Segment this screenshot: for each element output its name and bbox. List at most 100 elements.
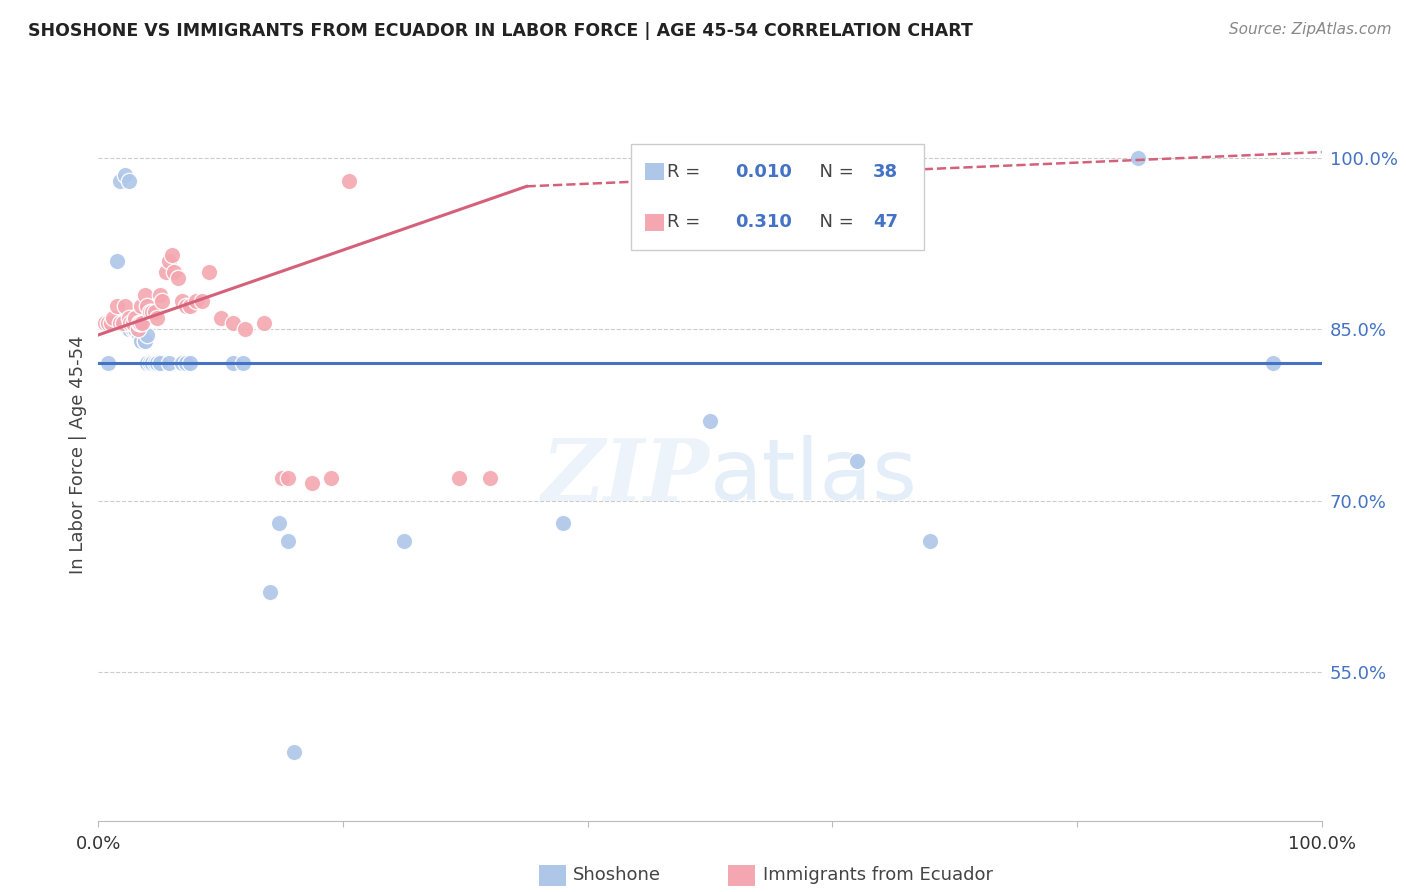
Text: 0.310: 0.310 bbox=[735, 213, 792, 231]
Point bbox=[283, 745, 305, 759]
Point bbox=[150, 293, 173, 308]
Bar bbox=[645, 163, 664, 180]
Point bbox=[337, 174, 360, 188]
Point bbox=[141, 305, 163, 319]
Point bbox=[136, 299, 159, 313]
Point bbox=[124, 310, 146, 325]
Point bbox=[176, 299, 198, 313]
Point bbox=[114, 299, 136, 313]
Text: Source: ZipAtlas.com: Source: ZipAtlas.com bbox=[1229, 22, 1392, 37]
Point bbox=[129, 334, 152, 348]
Bar bbox=[645, 214, 664, 231]
Text: R =: R = bbox=[668, 213, 706, 231]
Point bbox=[259, 585, 281, 599]
Point bbox=[179, 356, 201, 371]
Point bbox=[222, 317, 245, 331]
Point bbox=[146, 310, 169, 325]
Point bbox=[553, 516, 575, 531]
Point bbox=[392, 533, 416, 548]
Point bbox=[121, 322, 143, 336]
Text: ZIP: ZIP bbox=[543, 435, 710, 518]
Point bbox=[252, 317, 274, 331]
Point bbox=[269, 516, 291, 531]
Point bbox=[179, 299, 201, 313]
Point bbox=[157, 356, 180, 371]
Text: Immigrants from Ecuador: Immigrants from Ecuador bbox=[762, 866, 993, 885]
Point bbox=[149, 288, 172, 302]
FancyBboxPatch shape bbox=[630, 144, 924, 250]
Point bbox=[157, 253, 180, 268]
Point bbox=[105, 253, 128, 268]
Point bbox=[270, 471, 294, 485]
Point bbox=[134, 334, 156, 348]
Point bbox=[120, 317, 142, 331]
Point bbox=[478, 471, 501, 485]
Point bbox=[97, 317, 120, 331]
Text: 47: 47 bbox=[873, 213, 898, 231]
Point bbox=[277, 471, 299, 485]
Point bbox=[127, 322, 149, 336]
Point bbox=[449, 471, 471, 485]
Bar bbox=[728, 864, 755, 887]
Point bbox=[163, 265, 186, 279]
Text: R =: R = bbox=[668, 163, 706, 181]
Point bbox=[139, 356, 162, 371]
Point bbox=[845, 453, 868, 467]
Point bbox=[118, 310, 141, 325]
Text: SHOSHONE VS IMMIGRANTS FROM ECUADOR IN LABOR FORCE | AGE 45-54 CORRELATION CHART: SHOSHONE VS IMMIGRANTS FROM ECUADOR IN L… bbox=[28, 22, 973, 40]
Point bbox=[191, 293, 214, 308]
Point bbox=[186, 293, 208, 308]
Point bbox=[233, 322, 256, 336]
Point bbox=[129, 317, 152, 331]
Text: 0.010: 0.010 bbox=[735, 163, 792, 181]
Point bbox=[170, 293, 193, 308]
Text: Shoshone: Shoshone bbox=[574, 866, 661, 885]
Point bbox=[118, 322, 141, 336]
Point bbox=[1261, 356, 1284, 371]
Point bbox=[167, 270, 190, 285]
Text: N =: N = bbox=[808, 163, 859, 181]
Point bbox=[101, 310, 124, 325]
Point bbox=[143, 356, 166, 371]
Point bbox=[197, 265, 219, 279]
Point bbox=[176, 356, 198, 371]
Point bbox=[146, 356, 169, 371]
Point bbox=[170, 356, 193, 371]
Point bbox=[160, 248, 183, 262]
Point bbox=[149, 356, 172, 371]
Point bbox=[134, 288, 156, 302]
Point bbox=[699, 414, 721, 428]
Point bbox=[301, 476, 323, 491]
Point bbox=[97, 356, 120, 371]
Point bbox=[143, 305, 166, 319]
Point bbox=[139, 305, 162, 319]
Point bbox=[128, 327, 150, 342]
Text: N =: N = bbox=[808, 213, 859, 231]
Point bbox=[920, 533, 942, 548]
Text: 38: 38 bbox=[873, 163, 898, 181]
Point bbox=[141, 356, 163, 371]
Point bbox=[129, 334, 152, 348]
Point bbox=[134, 334, 156, 348]
Point bbox=[118, 174, 141, 188]
Point bbox=[110, 317, 132, 331]
Point bbox=[124, 322, 146, 336]
Point bbox=[93, 317, 115, 331]
Point bbox=[319, 471, 342, 485]
Y-axis label: In Labor Force | Age 45-54: In Labor Force | Age 45-54 bbox=[69, 335, 87, 574]
Bar bbox=[538, 864, 565, 887]
Point bbox=[129, 299, 152, 313]
Point bbox=[1128, 151, 1150, 165]
Point bbox=[114, 168, 136, 182]
Point bbox=[105, 299, 128, 313]
Point bbox=[121, 317, 143, 331]
Point bbox=[131, 317, 153, 331]
Text: atlas: atlas bbox=[710, 435, 918, 518]
Point bbox=[277, 533, 299, 548]
Point bbox=[111, 317, 134, 331]
Point bbox=[232, 356, 254, 371]
Point bbox=[136, 356, 159, 371]
Point bbox=[209, 310, 232, 325]
Point bbox=[128, 317, 150, 331]
Point bbox=[136, 327, 159, 342]
